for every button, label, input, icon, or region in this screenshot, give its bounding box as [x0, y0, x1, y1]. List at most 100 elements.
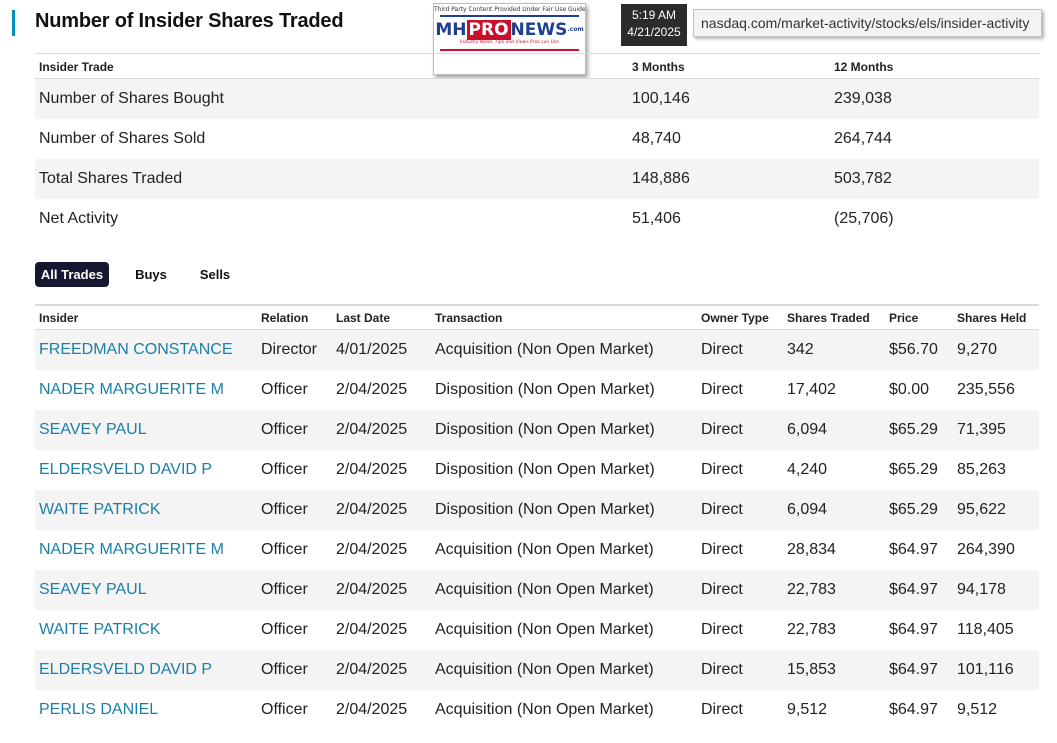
- summary-12-months-value: 503,782: [834, 170, 892, 187]
- cell-price: $0.00: [889, 381, 930, 398]
- cell-relation: Officer: [261, 501, 308, 518]
- insider-link[interactable]: WAITE PATRICK: [39, 501, 161, 518]
- cell-price: $64.97: [889, 661, 938, 678]
- cell-relation: Director: [261, 341, 318, 358]
- watermark-rule-red: [440, 49, 579, 51]
- cell-shares-held: 94,178: [957, 581, 1006, 598]
- summary-row: Net Activity 51,406 (25,706): [35, 199, 1039, 239]
- url-bar[interactable]: nasdaq.com/market-activity/stocks/els/in…: [693, 9, 1042, 37]
- cell-shares-held: 264,390: [957, 541, 1015, 558]
- summary-row: Number of Shares Sold 48,740 264,744: [35, 119, 1039, 159]
- summary-label: Total Shares Traded: [39, 170, 183, 187]
- cell-shares-traded: 22,783: [787, 621, 836, 638]
- title-accent-bar: [12, 10, 15, 36]
- cell-price: $65.29: [889, 501, 938, 518]
- table-row: SEAVEY PAUL Officer 2/04/2025 Acquisitio…: [35, 570, 1039, 610]
- cell-relation: Officer: [261, 421, 308, 438]
- cell-owner-type: Direct: [701, 341, 743, 358]
- cell-transaction: Disposition (Non Open Market): [435, 461, 655, 478]
- insider-link[interactable]: SEAVEY PAUL: [39, 421, 147, 438]
- cell-relation: Officer: [261, 541, 308, 558]
- cell-transaction: Acquisition (Non Open Market): [435, 621, 654, 638]
- cell-last-date: 2/04/2025: [336, 421, 408, 438]
- cell-last-date: 2/04/2025: [336, 701, 408, 718]
- column-header-insider: Insider: [39, 311, 79, 325]
- cell-owner-type: Direct: [701, 541, 743, 558]
- cell-transaction: Acquisition (Non Open Market): [435, 661, 654, 678]
- cell-transaction: Acquisition (Non Open Market): [435, 541, 654, 558]
- column-header-relation: Relation: [261, 311, 309, 325]
- cell-shares-traded: 6,094: [787, 421, 828, 438]
- cell-shares-held: 9,512: [957, 701, 998, 718]
- summary-3-months-value: 51,406: [632, 210, 681, 227]
- summary-12-months-value: 264,744: [834, 130, 892, 147]
- cell-relation: Officer: [261, 701, 308, 718]
- cell-relation: Officer: [261, 661, 308, 678]
- summary-label: Net Activity: [39, 210, 119, 227]
- cell-shares-traded: 6,094: [787, 501, 828, 518]
- tab-all-trades[interactable]: All Trades: [35, 262, 109, 287]
- cell-owner-type: Direct: [701, 501, 743, 518]
- watermark-tagline: Industry News, Tips and Views Pros can U…: [459, 40, 560, 45]
- logo-news: NEWS: [510, 20, 568, 40]
- cell-transaction: Acquisition (Non Open Market): [435, 701, 654, 718]
- cell-owner-type: Direct: [701, 701, 743, 718]
- summary-3-months-value: 100,146: [632, 90, 690, 107]
- tab-buys[interactable]: Buys: [135, 267, 167, 282]
- summary-3-months-value: 148,886: [632, 170, 690, 187]
- timestamp-overlay: 5:19 AM 4/21/2025: [621, 4, 687, 46]
- insider-link[interactable]: NADER MARGUERITE M: [39, 381, 224, 398]
- column-header-transaction: Transaction: [435, 311, 503, 325]
- watermark-rule: [440, 15, 579, 17]
- insider-link[interactable]: FREEDMAN CONSTANCE: [39, 341, 233, 358]
- insider-link[interactable]: SEAVEY PAUL: [39, 581, 147, 598]
- table-row: FREEDMAN CONSTANCE Director 4/01/2025 Ac…: [35, 330, 1039, 370]
- cell-price: $64.97: [889, 541, 938, 558]
- table-row: PERLIS DANIEL Officer 2/04/2025 Acquisit…: [35, 690, 1039, 730]
- tab-sells[interactable]: Sells: [199, 267, 231, 282]
- cell-owner-type: Direct: [701, 461, 743, 478]
- table-row: ELDERSVELD DAVID P Officer 2/04/2025 Dis…: [35, 450, 1039, 490]
- summary-12-months-value: (25,706): [834, 210, 894, 227]
- column-header-shares-traded: Shares Traded: [787, 311, 870, 325]
- cell-price: $64.97: [889, 581, 938, 598]
- cell-shares-traded: 9,512: [787, 701, 828, 718]
- timestamp-date: 4/21/2025: [627, 25, 681, 39]
- summary-12-months-value: 239,038: [834, 90, 892, 107]
- insider-link[interactable]: ELDERSVELD DAVID P: [39, 661, 213, 678]
- summary-label: Number of Shares Bought: [39, 90, 224, 107]
- cell-last-date: 2/04/2025: [336, 581, 408, 598]
- table-row: WAITE PATRICK Officer 2/04/2025 Acquisit…: [35, 610, 1039, 650]
- cell-last-date: 2/04/2025: [336, 381, 408, 398]
- cell-transaction: Disposition (Non Open Market): [435, 421, 655, 438]
- cell-relation: Officer: [261, 461, 308, 478]
- cell-last-date: 2/04/2025: [336, 461, 408, 478]
- column-header-owner-type: Owner Type: [701, 311, 769, 325]
- table-row: NADER MARGUERITE M Officer 2/04/2025 Dis…: [35, 370, 1039, 410]
- summary-row: Number of Shares Bought 100,146 239,038: [35, 79, 1039, 119]
- timestamp-time: 5:19 AM: [631, 8, 677, 22]
- table-row: NADER MARGUERITE M Officer 2/04/2025 Acq…: [35, 530, 1039, 570]
- watermark-fair-use-text: Third Party Content Provided Under Fair …: [434, 6, 585, 13]
- cell-shares-traded: 342: [787, 341, 814, 358]
- summary-table-header: Insider Trade 3 Months 12 Months: [35, 53, 1039, 79]
- cell-shares-traded: 17,402: [787, 381, 836, 398]
- cell-last-date: 2/04/2025: [336, 501, 408, 518]
- cell-owner-type: Direct: [701, 581, 743, 598]
- cell-transaction: Acquisition (Non Open Market): [435, 341, 654, 358]
- insider-link[interactable]: PERLIS DANIEL: [39, 701, 159, 718]
- watermark-logo-text: MH PRO NEWS.com: [434, 20, 585, 40]
- insider-link[interactable]: NADER MARGUERITE M: [39, 541, 224, 558]
- cell-last-date: 2/04/2025: [336, 621, 408, 638]
- summary-3-months-value: 48,740: [632, 130, 681, 147]
- cell-relation: Officer: [261, 621, 308, 638]
- insider-link[interactable]: WAITE PATRICK: [39, 621, 161, 638]
- cell-price: $65.29: [889, 461, 938, 478]
- insider-link[interactable]: ELDERSVELD DAVID P: [39, 461, 213, 478]
- column-header-shares-held: Shares Held: [957, 311, 1027, 325]
- cell-shares-held: 71,395: [957, 421, 1006, 438]
- cell-price: $56.70: [889, 341, 938, 358]
- page-title: Number of Insider Shares Traded: [35, 10, 344, 32]
- cell-price: $64.97: [889, 621, 938, 638]
- cell-shares-held: 95,622: [957, 501, 1006, 518]
